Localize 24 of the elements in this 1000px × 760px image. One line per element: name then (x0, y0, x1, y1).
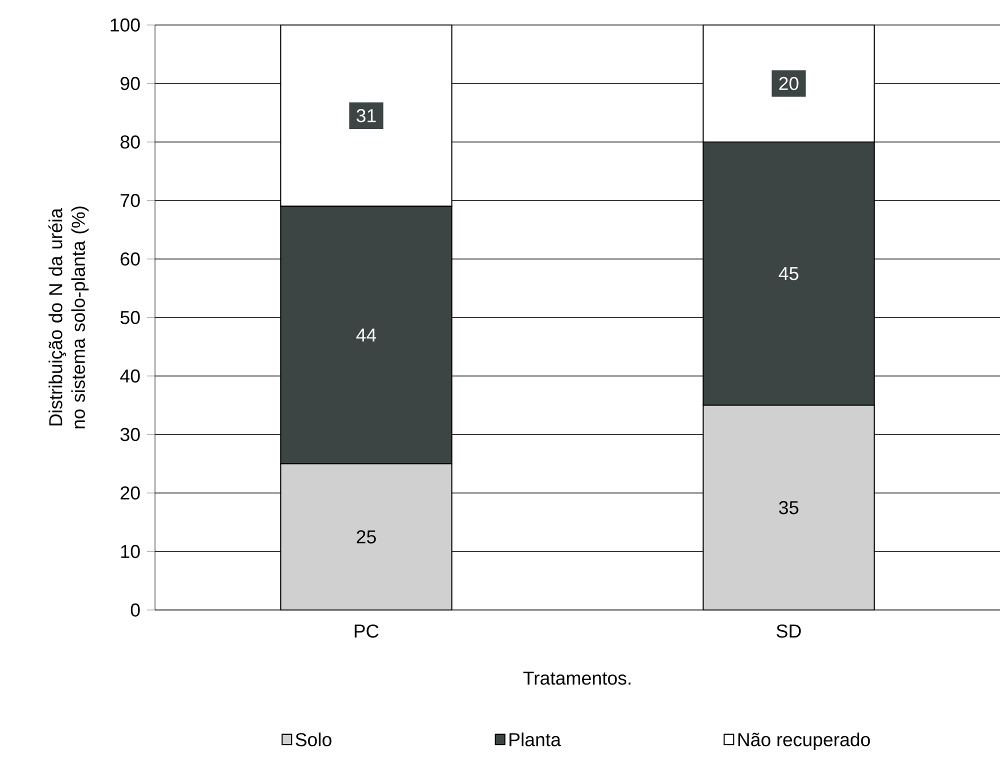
data-label: 31 (356, 109, 376, 122)
data-label: 45 (778, 267, 798, 280)
y-tick-label: 60 (120, 252, 140, 266)
y-tick-label: 0 (130, 603, 140, 617)
y-tick-label: 10 (121, 544, 140, 558)
y-tick-label: 50 (120, 310, 140, 324)
data-label: 35 (779, 500, 798, 514)
y-tick-label: 80 (120, 135, 140, 149)
y-axis-title: Distribuição do N da uréia no sistema solo-planta (%) (48, 206, 89, 428)
y-tick-label: 30 (120, 428, 140, 442)
legend-label: Não recuperado (738, 732, 870, 750)
data-label: 44 (356, 328, 376, 342)
x-axis-title: Tratamentos. (523, 672, 630, 685)
legend-label: Planta (510, 732, 561, 746)
y-tick-label: 100 (110, 18, 140, 32)
y-tick-label: 20 (120, 486, 140, 500)
data-label: 25 (356, 530, 376, 544)
y-tick-label: 70 (120, 194, 140, 208)
x-tick-label: PC (354, 624, 379, 638)
y-tick-label: 40 (120, 369, 140, 383)
data-label: 20 (779, 76, 798, 90)
legend-label: Solo (296, 732, 332, 746)
y-tick-label: 90 (120, 76, 140, 90)
x-tick-label: SD (776, 624, 801, 638)
